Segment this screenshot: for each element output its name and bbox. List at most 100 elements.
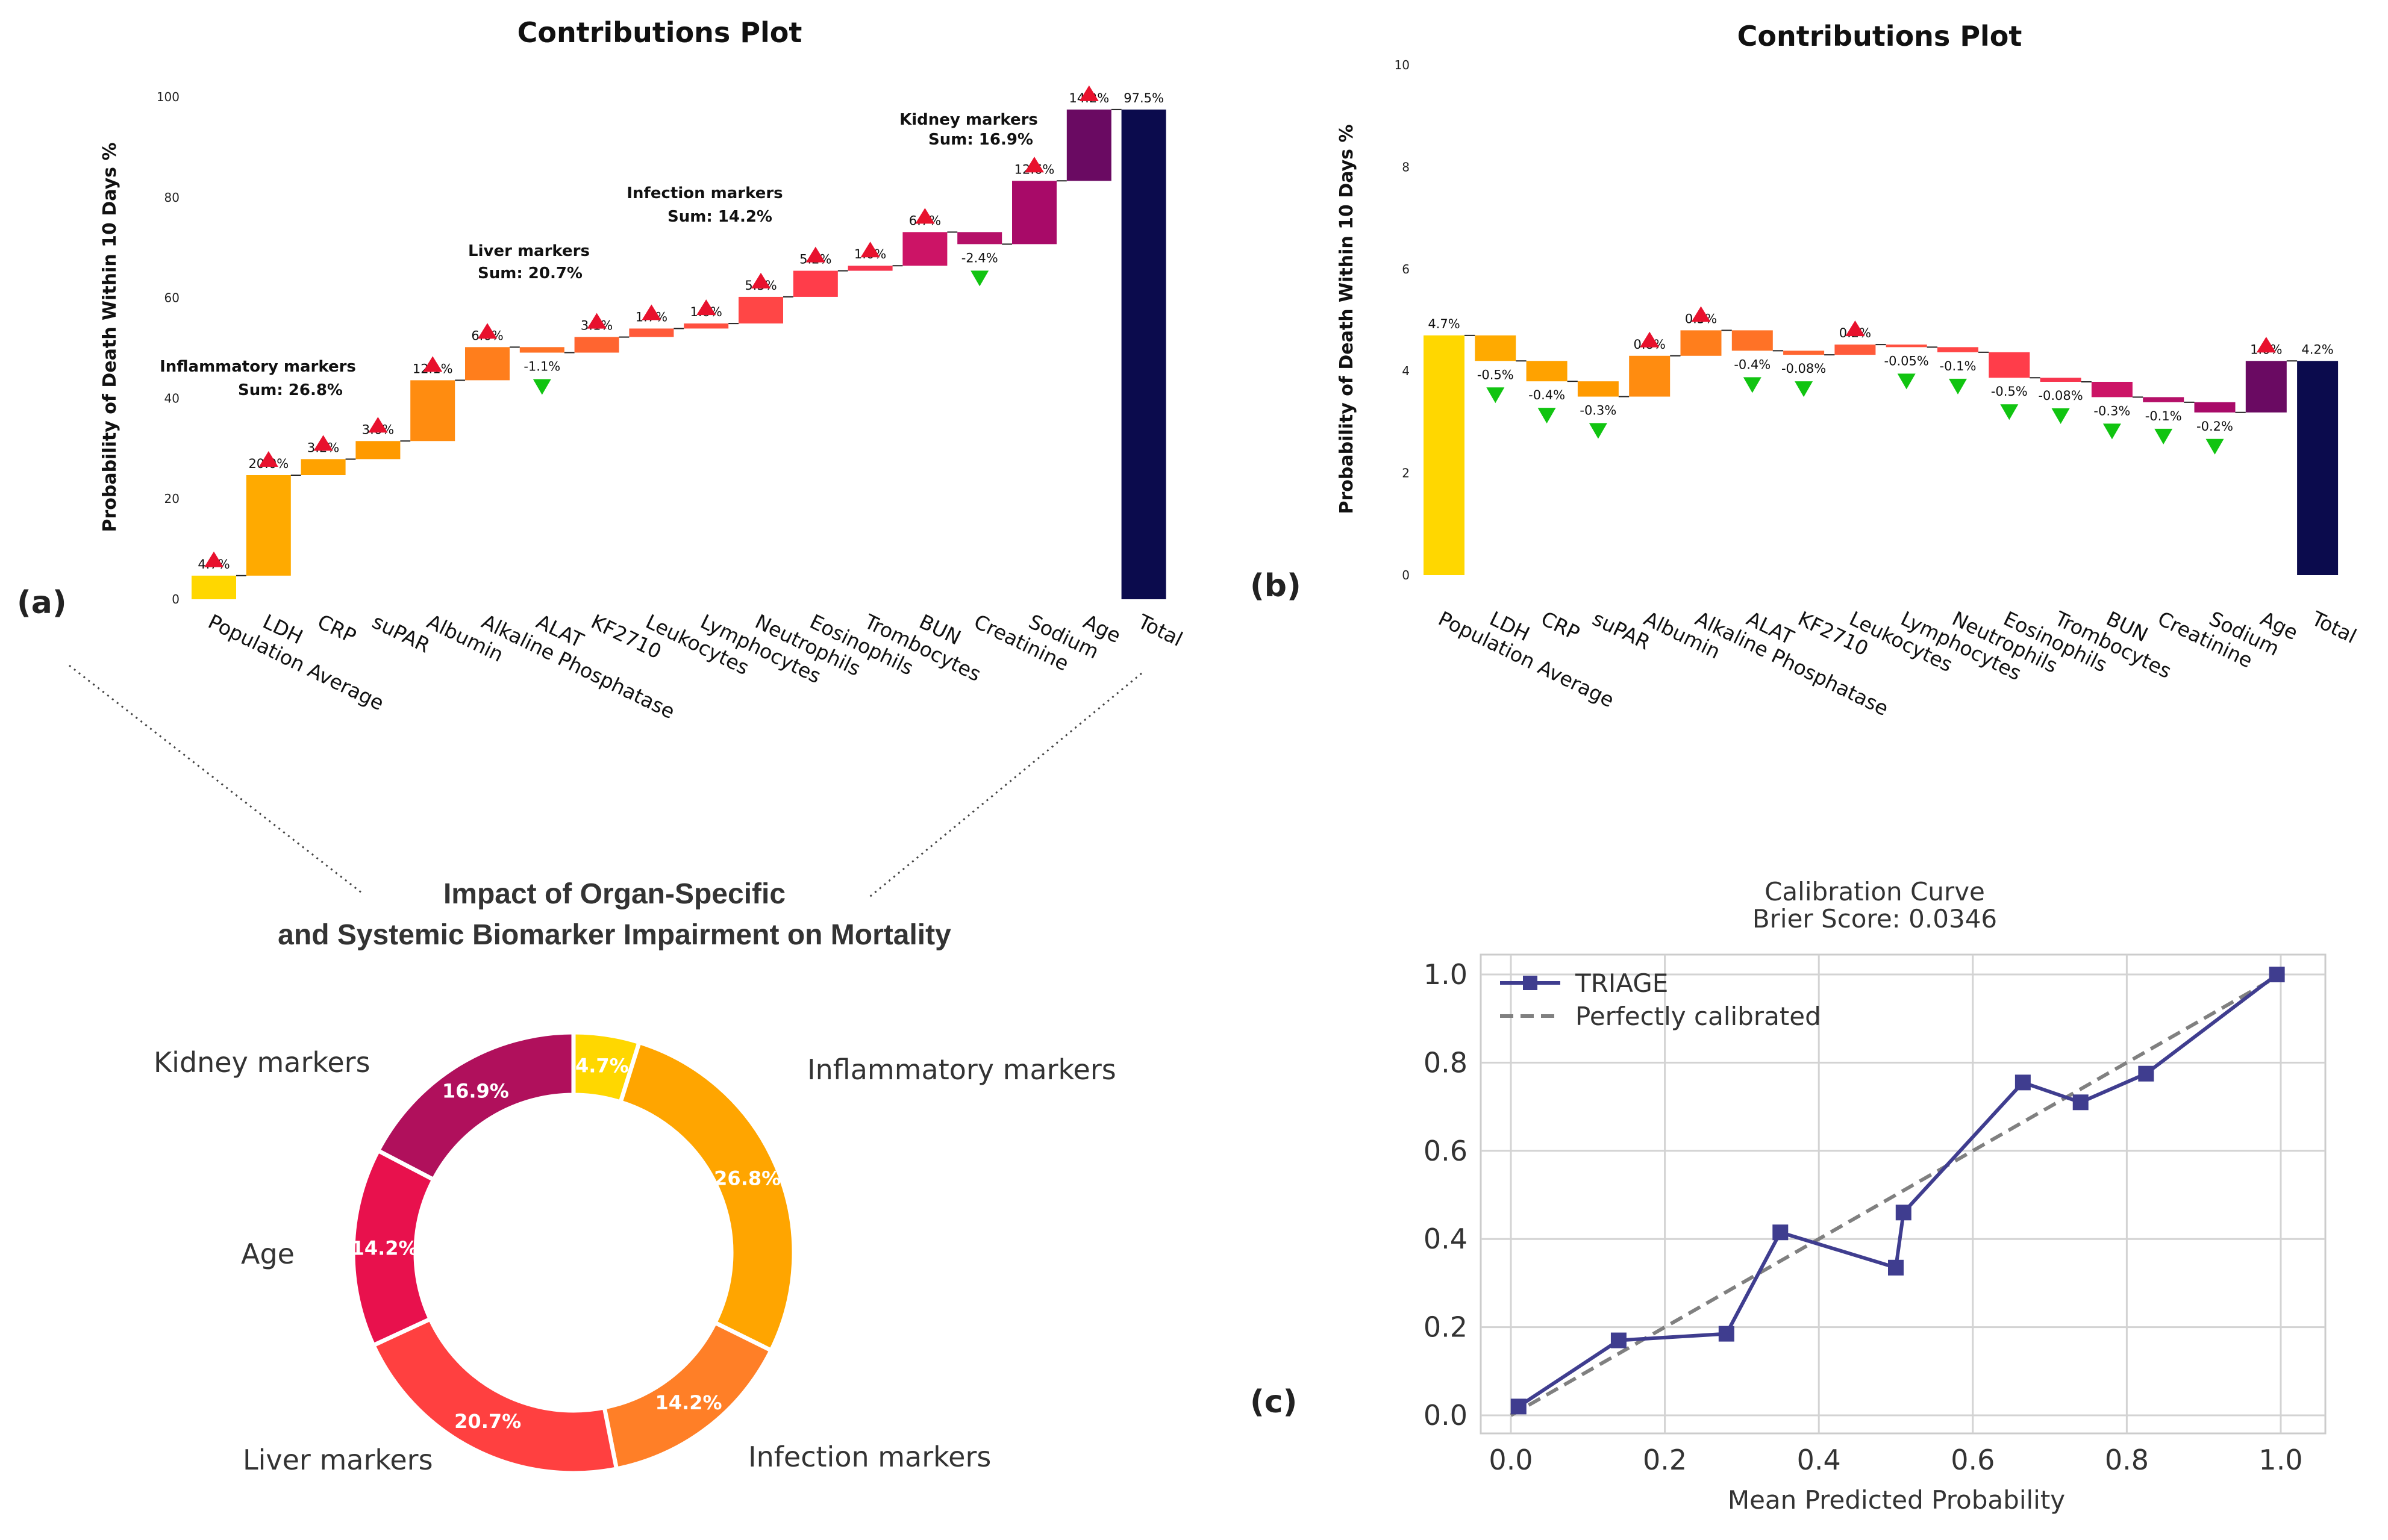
b-bar: [2143, 397, 2184, 402]
a-up-marker: [642, 304, 661, 320]
legend-triage-marker: [1523, 976, 1537, 990]
b-down-marker: [2051, 408, 2070, 424]
donut-label-infection: Infection markers: [748, 1441, 991, 1473]
triage-point: [2014, 1074, 2031, 1091]
b-bar: [1629, 355, 1671, 397]
b-bar: [1989, 352, 2030, 378]
calibration-xtick-label: 0.6: [1951, 1444, 1995, 1476]
b-bar: [1680, 330, 1722, 356]
a-ytick-label: 100: [157, 90, 180, 104]
a-category-label: suPAR: [369, 609, 434, 658]
donut-slice-label: 20.7%: [454, 1410, 521, 1433]
a-bar: [355, 441, 401, 460]
donut-label-age: Age: [241, 1238, 295, 1270]
a-bar: [848, 266, 893, 271]
b-ytick-label: 6: [1402, 262, 1410, 276]
chart-a-ylabel: Probability of Death Within 10 Days %: [99, 142, 120, 532]
a-ytick-label: 80: [164, 190, 180, 205]
a-up-marker: [587, 313, 607, 329]
calibration-xtick-label: 0.8: [2105, 1444, 2149, 1476]
waterfall-chart-b: Contributions Plot Probability of Death …: [1336, 20, 2360, 720]
donut-slice-label: 14.2%: [655, 1391, 722, 1414]
b-category-label: CRP: [1537, 606, 1583, 645]
panel-label-c: (c): [1250, 1384, 1297, 1420]
a-up-marker: [805, 246, 825, 263]
a-up-marker: [751, 272, 770, 288]
b-bar: [1526, 361, 1568, 382]
b-value-label: 4.7%: [1428, 317, 1460, 331]
b-value-label: -0.3%: [2093, 404, 2130, 418]
b-category-label: Total: [2308, 606, 2360, 648]
b-down-marker: [1486, 387, 1505, 404]
b-down-marker: [1589, 423, 1607, 439]
donut-title-line2: and Systemic Biomarker Impairment on Mor…: [278, 919, 951, 951]
a-up-marker: [204, 551, 223, 567]
a-bar: [465, 347, 510, 381]
triage-point: [1772, 1224, 1789, 1241]
a-up-marker: [258, 451, 278, 467]
a-ytick-label: 60: [164, 291, 180, 305]
b-down-marker: [2154, 428, 2173, 444]
b-bar: [1577, 381, 1619, 397]
a-ytick-label: 20: [164, 491, 180, 506]
b-bar: [2194, 402, 2236, 413]
a-bar: [793, 270, 838, 297]
a-bar: [684, 323, 729, 329]
calibration-xtick-label: 0.0: [1489, 1444, 1533, 1476]
donut-slice: [370, 1316, 619, 1476]
a-category-label: Total: [1134, 609, 1186, 651]
calibration-legend: TRIAGE Perfectly calibrated: [1500, 968, 1821, 1031]
chart-a-title: Contributions Plot: [517, 16, 802, 49]
calibration-xlabel: Mean Predicted Probability: [1728, 1485, 2065, 1515]
b-ytick-label: 8: [1402, 160, 1410, 174]
b-down-marker: [2205, 438, 2224, 455]
b-bar: [1475, 335, 1516, 361]
calibration-subtitle: Brier Score: 0.0346: [1752, 904, 1997, 934]
a-bar: [574, 337, 619, 353]
a-up-marker: [423, 356, 443, 372]
calibration-title: Calibration Curve: [1764, 877, 1985, 906]
legend-perfect-label: Perfectly calibrated: [1575, 1002, 1821, 1031]
connector-line-left: [69, 664, 362, 894]
b-value-label: -0.2%: [2196, 419, 2233, 434]
b-value-label: 4.2%: [2301, 342, 2333, 357]
b-down-marker: [1897, 373, 1916, 390]
triage-point: [2072, 1094, 2089, 1111]
b-value-label: -0.4%: [1734, 357, 1771, 372]
a-bar: [1066, 109, 1111, 181]
b-value-label: -0.08%: [1781, 361, 1826, 376]
b-up-marker: [1691, 306, 1711, 322]
panel-label-a: (a): [17, 585, 67, 621]
b-up-marker: [1640, 331, 1660, 348]
a-up-marker: [478, 323, 497, 339]
a-down-marker: [533, 379, 551, 395]
a-bar: [519, 347, 564, 353]
b-bar: [2297, 361, 2339, 575]
calibration-chart: Calibration Curve Brier Score: 0.0346 0.…: [1424, 877, 2327, 1515]
a-bar: [1012, 181, 1057, 245]
group-sum-label: Sum: 14.2%: [667, 208, 772, 226]
donut-slice: [375, 1030, 576, 1183]
calibration-ytick-label: 0.0: [1424, 1399, 1467, 1432]
a-ytick-label: 0: [172, 592, 180, 606]
a-value-label: -2.4%: [961, 251, 998, 265]
a-bar: [1121, 109, 1166, 600]
group-name-label: Inflammatory markers: [160, 358, 356, 376]
a-bar: [246, 475, 291, 576]
group-name-label: Infection markers: [627, 184, 783, 202]
b-value-label: -0.3%: [1580, 404, 1616, 418]
a-bar: [957, 232, 1002, 245]
b-bar: [1937, 347, 1978, 352]
calibration-xtick-label: 0.4: [1797, 1444, 1841, 1476]
donut-slice-label: 14.2%: [351, 1236, 418, 1259]
b-up-marker: [2256, 337, 2276, 353]
b-bar: [2091, 381, 2133, 397]
donut-slice-label: 4.7%: [575, 1055, 629, 1077]
a-value-label: 97.5%: [1124, 91, 1164, 105]
a-up-marker: [860, 242, 880, 258]
a-bar: [902, 232, 948, 266]
b-category-label: suPAR: [1589, 606, 1654, 655]
a-up-marker: [1025, 157, 1044, 173]
triage-point: [2269, 967, 2285, 982]
